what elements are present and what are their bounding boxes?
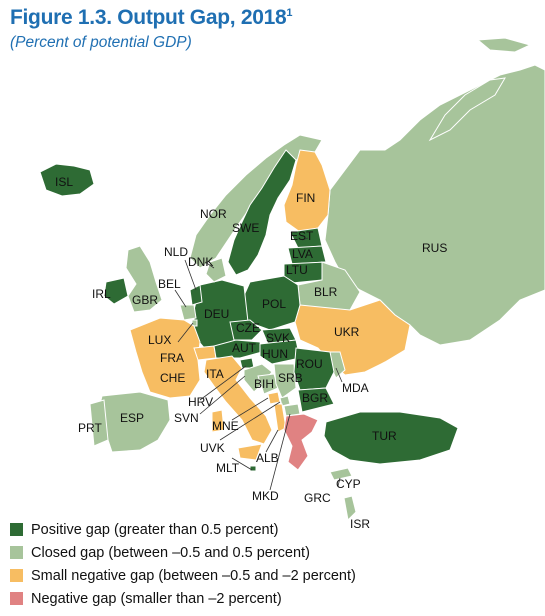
label-GRC: GRC: [304, 491, 331, 505]
region-IRL: [103, 277, 129, 305]
label-SRB: SRB: [278, 371, 303, 385]
label-UKR: UKR: [334, 325, 360, 339]
region-RUS-arctic2: [476, 37, 532, 53]
region-UKR: [294, 299, 411, 376]
region-GBR: [125, 245, 163, 313]
legend-swatch: [10, 546, 23, 559]
label-NLD: NLD: [164, 245, 188, 259]
label-BEL: BEL: [158, 277, 181, 291]
region-MNE: [267, 391, 281, 405]
label-BGR: BGR: [302, 391, 328, 405]
label-ISR: ISR: [350, 517, 370, 531]
label-ISL: ISL: [55, 175, 73, 189]
region-ISL: [39, 163, 95, 197]
region-DNK: [205, 257, 227, 283]
region-BGR: [297, 387, 335, 413]
label-HRV: HRV: [188, 395, 213, 409]
label-LUX: LUX: [148, 333, 171, 347]
label-CZE: CZE: [236, 321, 260, 335]
legend-item-negative: Negative gap (smaller than –2 percent): [10, 587, 356, 610]
label-RUS: RUS: [422, 241, 447, 255]
region-RUS: [324, 64, 545, 346]
legend-label: Negative gap (smaller than –2 percent): [31, 590, 282, 607]
region-BEL: [179, 304, 197, 321]
legend-swatch: [10, 523, 23, 536]
region-SWE: [227, 149, 297, 276]
label-SVK: SVK: [266, 331, 290, 345]
label-ALB: ALB: [256, 451, 279, 465]
region-NLD: [189, 284, 203, 306]
leader-lines: [174, 237, 343, 491]
figure-title: Figure 1.3. Output Gap, 20181: [10, 6, 293, 29]
label-ITA: ITA: [206, 367, 224, 381]
label-NOR: NOR: [200, 207, 227, 221]
label-LTU: LTU: [286, 263, 308, 277]
label-HUN: HUN: [262, 347, 288, 361]
label-DNK: DNK: [188, 255, 213, 269]
legend-item-positive: Positive gap (greater than 0.5 percent): [10, 518, 356, 541]
region-MKD: [283, 403, 301, 417]
legend-item-closed: Closed gap (between –0.5 and 0.5 percent…: [10, 541, 356, 564]
region-GRC: [283, 413, 319, 471]
label-PRT: PRT: [78, 421, 102, 435]
label-FIN: FIN: [296, 191, 315, 205]
legend: Positive gap (greater than 0.5 percent) C…: [10, 518, 356, 610]
region-CYP: [329, 467, 353, 481]
legend-label: Positive gap (greater than 0.5 percent): [31, 521, 279, 538]
region-CZE: [229, 319, 263, 341]
region-SRB: [273, 363, 297, 399]
label-SWE: SWE: [232, 221, 259, 235]
region-PRT: [89, 399, 109, 447]
region-MLT: [249, 465, 257, 472]
legend-item-small_negative: Small negative gap (between –0.5 and –2 …: [10, 564, 356, 587]
label-BLR: BLR: [314, 285, 338, 299]
legend-swatch: [10, 569, 23, 582]
label-CHE: CHE: [160, 371, 185, 385]
region-FRA: [129, 317, 201, 399]
label-MKD: MKD: [252, 489, 279, 503]
label-DEU: DEU: [204, 307, 229, 321]
label-IRL: IRL: [92, 287, 111, 301]
label-MDA: MDA: [342, 381, 369, 395]
label-SVN: SVN: [174, 411, 199, 425]
region-CHE: [193, 345, 217, 361]
country-labels: ISL NOR SWE FIN EST LVA LTU RUS BLR UKR MDA ROU BGR T…: [55, 175, 447, 531]
label-ESP: ESP: [120, 411, 144, 425]
label-UVK: UVK: [200, 441, 225, 455]
legend-label: Small negative gap (between –0.5 and –2 …: [31, 567, 356, 584]
region-SVN: [239, 357, 255, 369]
legend-swatch: [10, 592, 23, 605]
label-FRA: FRA: [160, 351, 184, 365]
label-TUR: TUR: [372, 429, 397, 443]
region-UVK: [279, 395, 291, 407]
label-LVA: LVA: [292, 247, 313, 261]
label-BIH: BIH: [254, 377, 274, 391]
region-HUN: [259, 339, 301, 365]
region-ITA-sicily: [237, 443, 263, 461]
label-GBR: GBR: [132, 293, 158, 307]
region-RUS-arctic: [428, 77, 506, 142]
label-ROU: ROU: [296, 357, 323, 371]
label-MLT: MLT: [216, 461, 240, 475]
label-CYP: CYP: [336, 477, 361, 491]
label-AUT: AUT: [232, 341, 257, 355]
figure-subtitle: (Percent of potential GDP): [10, 34, 192, 51]
label-POL: POL: [262, 297, 286, 311]
region-TUR: [323, 411, 459, 465]
label-EST: EST: [290, 229, 314, 243]
label-MNE: MNE: [212, 419, 239, 433]
region-LTU: [283, 261, 327, 284]
legend-label: Closed gap (between –0.5 and 0.5 percent…: [31, 544, 310, 561]
region-ISR: [343, 495, 357, 522]
region-ITA-sardinia: [211, 409, 225, 433]
